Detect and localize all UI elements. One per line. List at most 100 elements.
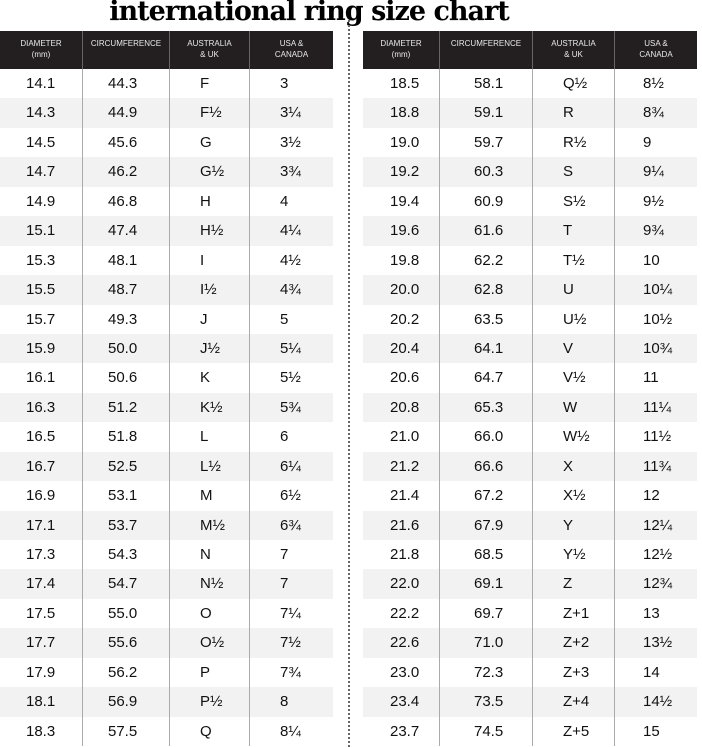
cell-australia-uk: U½ bbox=[533, 304, 615, 334]
cell-australia-uk: M bbox=[170, 481, 250, 511]
cell-diameter: 19.4 bbox=[363, 186, 440, 217]
cell-australia-uk: K½ bbox=[170, 392, 250, 423]
cell-usa-canada: 11¾ bbox=[643, 457, 672, 475]
header-usa-canada: USA & CANADA bbox=[274, 39, 309, 59]
table-row: 19.6 61.6 T 9¾ bbox=[363, 216, 697, 246]
cell-circumference: 58.1 bbox=[440, 69, 533, 99]
cell-australia-uk: P½ bbox=[170, 687, 250, 717]
cell-usa-canada: 7¾ bbox=[280, 663, 301, 681]
cell-australia-uk: X bbox=[533, 451, 615, 482]
cell-diameter: 15.9 bbox=[0, 333, 83, 364]
cell-diameter: 16.3 bbox=[0, 392, 83, 423]
cell-usa-canada: 3 bbox=[280, 75, 289, 92]
cell-circumference: 67.9 bbox=[440, 510, 533, 540]
cell-circumference: 48.7 bbox=[83, 275, 170, 305]
cell-diameter: 16.5 bbox=[0, 422, 83, 452]
cell-australia-uk: Q½ bbox=[533, 69, 615, 99]
cell-circumference: 52.5 bbox=[83, 451, 170, 482]
cell-australia-uk: Z bbox=[533, 569, 615, 599]
cell-australia-uk: W bbox=[533, 392, 615, 423]
cell-diameter: 22.0 bbox=[363, 569, 440, 599]
cell-circumference: 64.7 bbox=[440, 363, 533, 393]
cell-usa-canada: 8 bbox=[280, 693, 289, 711]
table-row: 14.1 44.3 F 3 bbox=[0, 69, 333, 99]
cell-diameter: 20.6 bbox=[363, 363, 440, 393]
cell-usa-canada: 10½ bbox=[643, 310, 673, 328]
table-row: 14.5 45.6 G 3½ bbox=[0, 127, 333, 158]
table-row: 15.7 49.3 J 5 bbox=[0, 304, 333, 334]
cell-circumference: 62.8 bbox=[440, 275, 533, 305]
table-row: 21.8 68.5 Y½ 12½ bbox=[363, 540, 697, 570]
cell-diameter: 14.5 bbox=[0, 127, 83, 158]
cell-diameter: 15.3 bbox=[0, 245, 83, 276]
table-header: DIAMETER (mm) CIRCUMFERENCE AUSTRALIA & UK… bbox=[363, 31, 697, 69]
size-table-left: DIAMETER (mm) CIRCUMFERENCE AUSTRALIA & UK… bbox=[0, 31, 333, 747]
cell-australia-uk: H½ bbox=[170, 216, 250, 246]
cell-diameter: 17.7 bbox=[0, 628, 83, 658]
table-row: 22.0 69.1 Z 12¾ bbox=[363, 569, 697, 599]
cell-usa-canada: 6 bbox=[280, 428, 289, 446]
table-row: 14.7 46.2 G½ 3¾ bbox=[0, 157, 333, 187]
cell-circumference: 47.4 bbox=[83, 216, 170, 246]
cell-diameter: 21.0 bbox=[363, 422, 440, 452]
cell-circumference: 57.5 bbox=[83, 716, 170, 747]
cell-usa-canada: 9 bbox=[643, 133, 652, 151]
cell-diameter: 17.3 bbox=[0, 540, 83, 570]
cell-usa-canada: 10¾ bbox=[643, 339, 673, 357]
header-circumference: CIRCUMFERENCE bbox=[440, 31, 533, 69]
table-row: 22.6 71.0 Z+2 13½ bbox=[363, 628, 697, 658]
cell-diameter: 20.8 bbox=[363, 392, 440, 423]
table-row: 15.1 47.4 H½ 4¼ bbox=[0, 216, 333, 246]
cell-circumference: 46.2 bbox=[83, 157, 170, 187]
cell-usa-canada: 4¼ bbox=[280, 222, 301, 240]
cell-australia-uk: G½ bbox=[170, 157, 250, 187]
cell-diameter: 17.1 bbox=[0, 510, 83, 540]
cell-usa-canada: 9½ bbox=[643, 192, 664, 210]
header-australia-uk: AUSTRALIA & UK bbox=[533, 31, 615, 69]
cell-usa-canada: 7 bbox=[280, 575, 289, 593]
cell-usa-canada: 9¾ bbox=[643, 222, 664, 240]
table-row: 16.5 51.8 L 6 bbox=[0, 422, 333, 452]
cell-usa-canada: 6¼ bbox=[280, 457, 301, 475]
cell-circumference: 53.7 bbox=[83, 510, 170, 540]
cell-diameter: 15.5 bbox=[0, 275, 83, 305]
cell-usa-canada: 12½ bbox=[643, 546, 673, 563]
header-australia-uk: AUSTRALIA & UK bbox=[170, 31, 250, 69]
cell-australia-uk: O bbox=[170, 598, 250, 629]
cell-diameter: 19.2 bbox=[363, 157, 440, 187]
cell-diameter: 14.3 bbox=[0, 98, 83, 128]
table-row: 23.4 73.5 Z+4 14½ bbox=[363, 687, 697, 717]
table-row: 23.7 74.5 Z+5 15 bbox=[363, 716, 697, 747]
cell-diameter: 16.7 bbox=[0, 451, 83, 482]
cell-usa-canada: 5 bbox=[280, 310, 289, 328]
table-row: 22.2 69.7 Z+1 13 bbox=[363, 598, 697, 629]
cell-usa-canada: 15 bbox=[643, 722, 660, 740]
cell-circumference: 56.9 bbox=[83, 687, 170, 717]
cell-usa-canada: 7 bbox=[280, 546, 289, 563]
cell-usa-canada: 12¾ bbox=[643, 575, 673, 593]
cell-circumference: 63.5 bbox=[440, 304, 533, 334]
table-row: 18.1 56.9 P½ 8 bbox=[0, 687, 333, 717]
cell-usa-canada: 9¼ bbox=[643, 163, 664, 181]
table-row: 21.4 67.2 X½ 12 bbox=[363, 481, 697, 511]
cell-diameter: 21.8 bbox=[363, 540, 440, 570]
cell-circumference: 44.9 bbox=[83, 98, 170, 128]
table-row: 17.9 56.2 P 7¾ bbox=[0, 657, 333, 688]
cell-usa-canada: 8¼ bbox=[280, 722, 301, 740]
cell-circumference: 72.3 bbox=[440, 657, 533, 688]
cell-circumference: 69.1 bbox=[440, 569, 533, 599]
cell-circumference: 54.3 bbox=[83, 540, 170, 570]
cell-circumference: 50.6 bbox=[83, 363, 170, 393]
cell-usa-canada: 12¼ bbox=[643, 516, 673, 534]
table-row: 15.3 48.1 I 4½ bbox=[0, 245, 333, 276]
cell-usa-canada: 13 bbox=[643, 604, 660, 622]
table-row: 23.0 72.3 Z+3 14 bbox=[363, 657, 697, 688]
cell-usa-canada: 10 bbox=[643, 251, 660, 269]
cell-australia-uk: Z+3 bbox=[533, 657, 615, 688]
cell-australia-uk: M½ bbox=[170, 510, 250, 540]
table-row: 15.9 50.0 J½ 5¼ bbox=[0, 333, 333, 364]
table-row: 20.6 64.7 V½ 11 bbox=[363, 363, 697, 393]
header-circumference: CIRCUMFERENCE bbox=[83, 31, 170, 69]
cell-australia-uk: R½ bbox=[533, 127, 615, 158]
cell-usa-canada: 10¼ bbox=[643, 281, 673, 299]
